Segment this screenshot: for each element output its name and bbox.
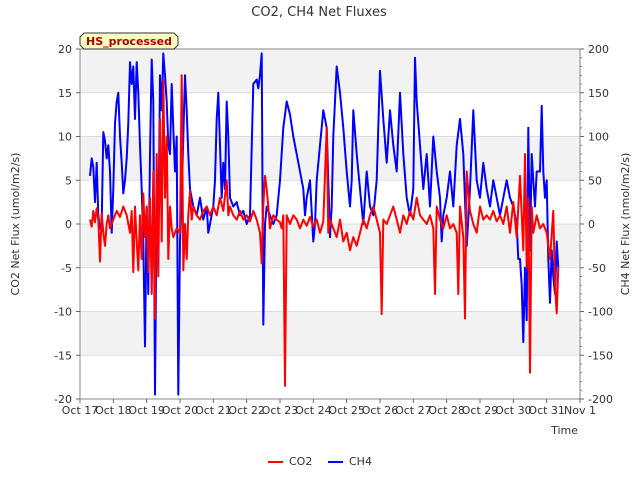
y-left-tick-label: -5 xyxy=(61,262,72,275)
x-tick-label: Oct 26 xyxy=(362,404,399,417)
y-right-tick-label: 150 xyxy=(588,87,609,100)
badge-label: HS_processed xyxy=(86,35,172,48)
legend-ch4-label: CH4 xyxy=(349,455,372,468)
x-tick-label: Oct 24 xyxy=(295,404,332,417)
x-tick-label: Oct 21 xyxy=(195,404,232,417)
y-right-tick-label: 50 xyxy=(588,174,602,187)
x-tick-label: Oct 19 xyxy=(128,404,165,417)
background-band xyxy=(80,49,580,93)
y-left-tick-label: 15 xyxy=(58,87,72,100)
y-left-tick-label: -10 xyxy=(54,306,72,319)
y-right-tick-label: 200 xyxy=(588,43,609,56)
legend: CO2 CH4 xyxy=(268,455,372,468)
x-tick-label: Oct 31 xyxy=(528,404,565,417)
badge-box xyxy=(79,32,179,50)
x-tick-label: Oct 18 xyxy=(95,404,132,417)
y-right-tick-label: -150 xyxy=(588,349,613,362)
x-tick-label: Oct 27 xyxy=(395,404,432,417)
legend-co2-label: CO2 xyxy=(289,455,312,468)
x-tick-label: Oct 17 xyxy=(62,404,99,417)
series-line-co2 xyxy=(89,74,560,387)
hs-processed-badge: HS_processed xyxy=(79,32,179,50)
chart-title: CO2, CH4 Net Fluxes xyxy=(251,5,387,20)
y-right-tick-label: -100 xyxy=(588,306,613,319)
y-left-tick-label: -20 xyxy=(54,393,72,406)
y-left-tick-label: 20 xyxy=(58,43,72,56)
x-tick-label: Oct 30 xyxy=(495,404,532,417)
x-tick-label: Oct 23 xyxy=(262,404,299,417)
y-left-tick-label: 0 xyxy=(65,218,72,231)
y-axis-right-label: CH4 Net Flux (nmol/m2/s) xyxy=(619,153,632,296)
y-left-tick-label: 5 xyxy=(65,174,72,187)
y-left-tick-label: -15 xyxy=(54,349,72,362)
y-left-tick-label: 10 xyxy=(58,131,72,144)
background-band xyxy=(80,136,580,181)
y-right-tick-label: -200 xyxy=(588,393,613,406)
y-right-tick-label: 100 xyxy=(588,131,609,144)
x-axis-label: Time xyxy=(550,424,578,437)
x-tick-label: Oct 25 xyxy=(328,404,365,417)
x-tick-label: Oct 22 xyxy=(228,404,265,417)
y-axis-left-label: CO2 Net Flux (umol/m2/s) xyxy=(9,153,22,296)
series-layer xyxy=(89,52,560,396)
y-right-tick-label: -50 xyxy=(588,262,606,275)
series-line-ch4 xyxy=(89,52,560,396)
x-tick-label: Nov 1 xyxy=(564,404,596,417)
x-tick-label: Oct 20 xyxy=(162,404,199,417)
background-band xyxy=(80,311,580,356)
y-right-tick-label: 0 xyxy=(588,218,595,231)
x-tick-label: Oct 29 xyxy=(462,404,499,417)
x-tick-label: Oct 28 xyxy=(428,404,465,417)
